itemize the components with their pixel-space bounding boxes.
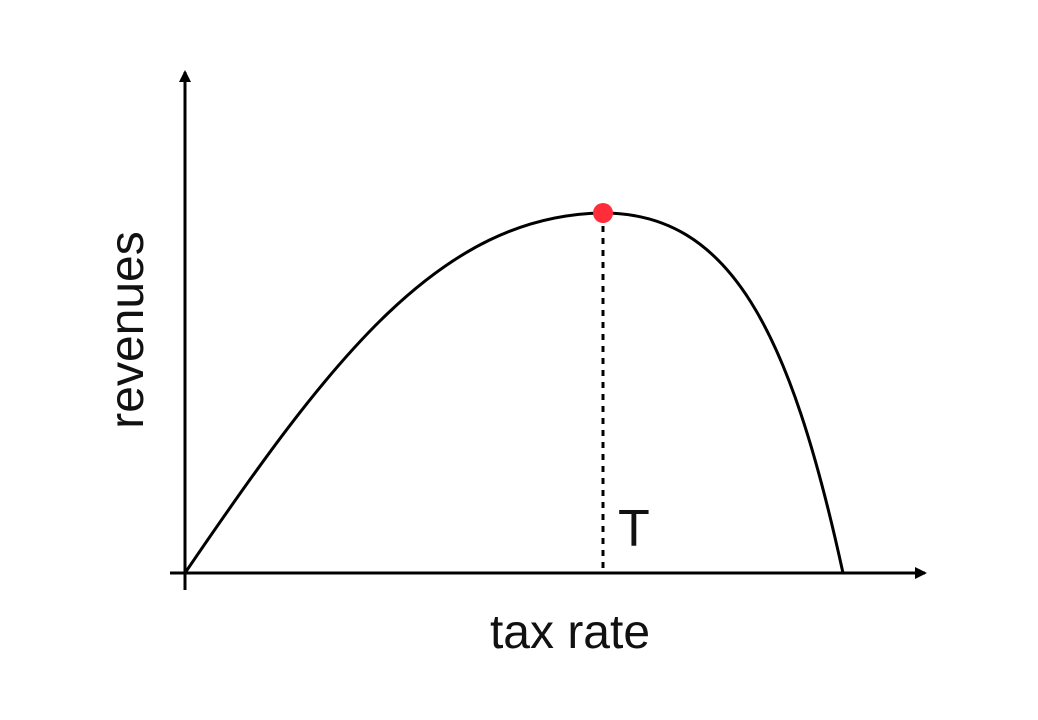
y-axis-label: revenues [101, 231, 154, 428]
revenue-curve [183, 211, 845, 574]
x-axis-label: tax rate [490, 606, 650, 659]
axes [170, 70, 927, 590]
peak-label-T: T [618, 500, 650, 558]
peak-point [593, 203, 613, 223]
